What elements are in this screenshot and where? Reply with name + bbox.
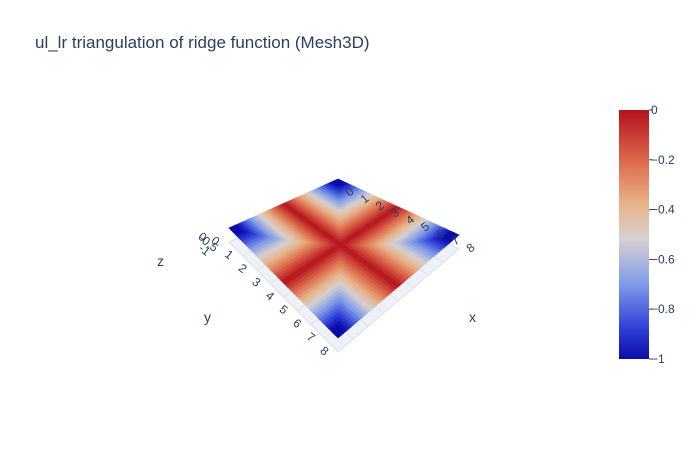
mesh-triangle	[397, 281, 405, 285]
mesh-triangle	[445, 240, 453, 244]
mesh-triangle	[435, 249, 443, 253]
y-tick-label: 3	[249, 275, 263, 290]
mesh-triangle	[425, 258, 433, 262]
mesh-triangle	[370, 305, 377, 309]
mesh-triangle	[380, 296, 387, 300]
mesh-triangle	[360, 314, 367, 317]
colorbar-ticks: 0 −0.2 −0.4 −0.6 −0.8 −1	[649, 103, 675, 366]
z-axis-title: z	[157, 253, 164, 269]
mesh-triangle	[347, 324, 354, 328]
y-tick-label: 6	[290, 316, 304, 331]
colorbar-tick-label: −1	[651, 352, 665, 366]
mesh-triangle	[412, 268, 420, 272]
mesh-triangle	[377, 299, 385, 302]
mesh-triangle	[390, 288, 397, 292]
mesh-triangle	[450, 236, 458, 240]
mesh-triangle	[357, 316, 365, 320]
mesh-triangle	[345, 326, 352, 330]
colorbar[interactable]	[619, 110, 649, 359]
y-tick-label: 1	[222, 247, 236, 262]
y-tick-label: 5	[277, 302, 291, 317]
y-tick-label: 4	[263, 288, 277, 303]
mesh-triangle	[422, 260, 430, 264]
mesh-triangle	[430, 253, 438, 257]
mesh-triangle	[337, 333, 344, 337]
mesh-triangle	[350, 322, 357, 326]
mesh-triangle	[452, 234, 461, 238]
mesh-triangle	[334, 335, 342, 339]
mesh-triangle	[400, 279, 407, 283]
mesh-triangle	[367, 307, 375, 311]
mesh-triangle	[417, 264, 425, 268]
mesh-triangle	[402, 277, 410, 281]
colorbar-tick-label: −0.8	[651, 302, 675, 316]
colorbar-tick-label: −0.4	[651, 203, 675, 217]
mesh-triangle	[387, 290, 395, 294]
mesh-triangle	[365, 309, 372, 313]
mesh-triangle	[352, 320, 359, 324]
colorbar-bar	[619, 110, 649, 359]
mesh-triangle	[420, 262, 428, 266]
mesh-triangle	[437, 247, 445, 251]
mesh-triangle	[442, 243, 450, 247]
mesh-triangle	[415, 266, 423, 270]
chart-title: ul_lr triangulation of ridge function (M…	[35, 33, 370, 52]
mesh-triangle	[340, 331, 347, 335]
mesh-triangle	[375, 301, 382, 305]
grid-line	[337, 248, 460, 353]
mesh-triangle	[372, 303, 380, 307]
y-axis-title: y	[204, 309, 211, 325]
y-tick-label: 2	[236, 261, 250, 276]
mesh-triangle	[392, 286, 400, 290]
mesh-triangle	[355, 318, 362, 322]
colorbar-tick-label: −0.2	[651, 153, 675, 167]
mesh-triangle	[342, 329, 349, 332]
mesh-triangle	[382, 294, 390, 298]
y-tick-label: 7	[304, 330, 318, 345]
mesh-triangle	[385, 292, 392, 296]
mesh-triangle	[440, 245, 448, 249]
mesh-triangle	[395, 283, 402, 287]
x-tick-label: 8	[464, 240, 478, 255]
colorbar-tick-label: −0.6	[651, 252, 675, 266]
mesh-triangle	[410, 271, 418, 275]
y-tick-label: 8	[318, 343, 332, 358]
mesh-surface[interactable]	[227, 178, 461, 339]
mesh-triangle	[362, 311, 370, 315]
mesh-triangle	[407, 273, 415, 277]
mesh-triangle	[447, 238, 456, 242]
x-axis-title: x	[469, 309, 476, 325]
colorbar-tick-label: 0	[651, 103, 658, 117]
mesh-triangle	[405, 275, 413, 279]
mesh-triangle	[427, 256, 435, 259]
mesh-triangle	[432, 251, 440, 255]
